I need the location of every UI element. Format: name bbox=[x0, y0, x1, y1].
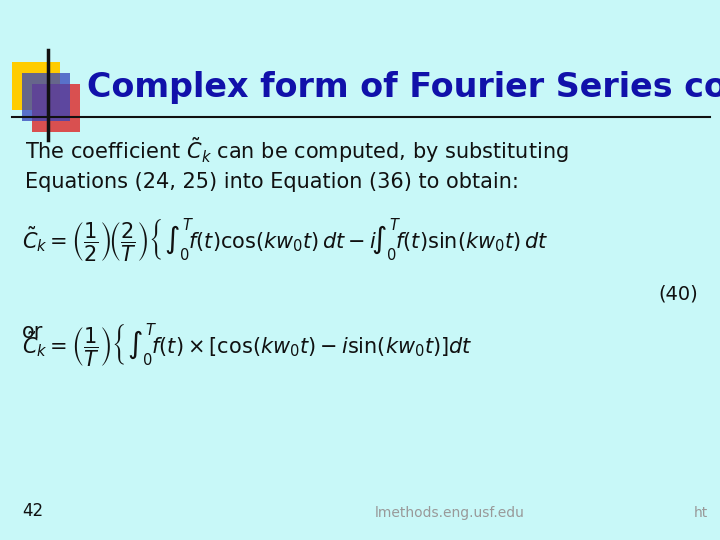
Bar bbox=[22, 73, 70, 121]
Text: lmethods.eng.usf.edu: lmethods.eng.usf.edu bbox=[375, 506, 525, 520]
Text: ht: ht bbox=[694, 506, 708, 520]
Text: or: or bbox=[22, 322, 43, 342]
Text: $\tilde{C}_k = \left(\dfrac{1}{T}\right)\left\{\int_0^{T}\! f(t)\times\left[\cos: $\tilde{C}_k = \left(\dfrac{1}{T}\right)… bbox=[22, 321, 473, 369]
Text: $\tilde{C}_k = \left(\dfrac{1}{2}\right)\!\left(\dfrac{2}{T}\right)\left\{\int_0: $\tilde{C}_k = \left(\dfrac{1}{2}\right)… bbox=[22, 216, 548, 264]
Text: (40): (40) bbox=[658, 285, 698, 304]
Text: Equations (24, 25) into Equation (36) to obtain:: Equations (24, 25) into Equation (36) to… bbox=[25, 172, 519, 192]
Bar bbox=[12, 62, 60, 110]
Text: The coefficient $\tilde{C}_k$ can be computed, by substituting: The coefficient $\tilde{C}_k$ can be com… bbox=[25, 135, 569, 165]
Text: Complex form of Fourier Series cont.: Complex form of Fourier Series cont. bbox=[87, 71, 720, 105]
Text: 42: 42 bbox=[22, 502, 43, 520]
Bar bbox=[32, 84, 80, 132]
